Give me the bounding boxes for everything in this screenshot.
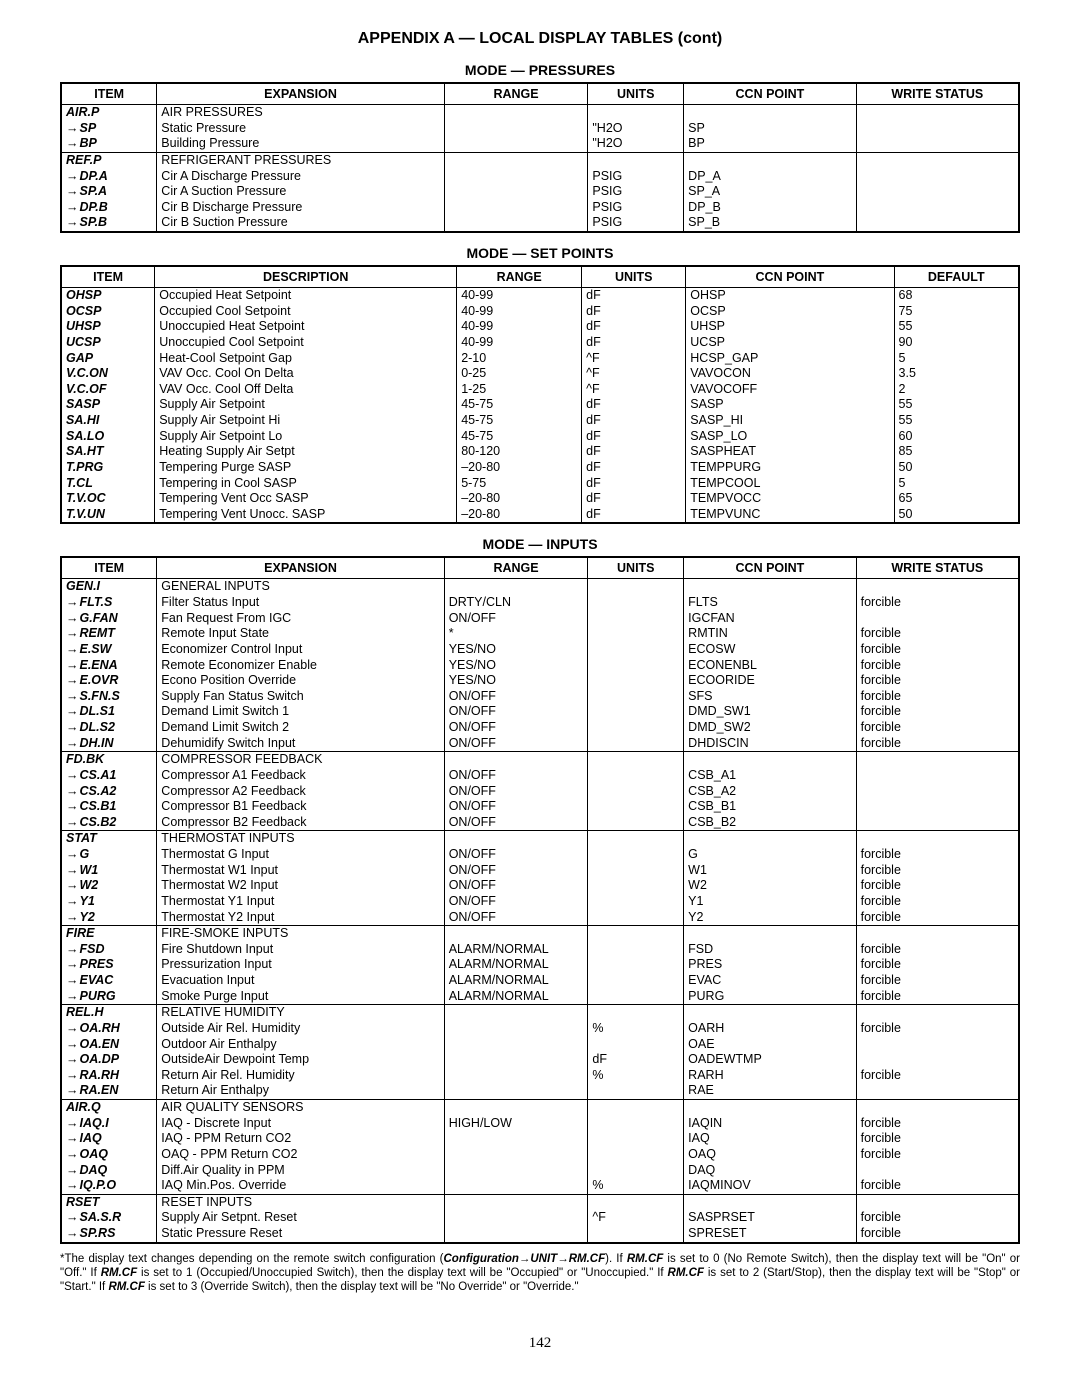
table-row: Y2Thermostat Y2 InputON/OFFY2forcible (61, 910, 1019, 926)
table-row: DL.S1Demand Limit Switch 1ON/OFFDMD_SW1f… (61, 704, 1019, 720)
footnote: *The display text changes depending on t… (60, 1252, 1020, 1295)
table-row: DH.INDehumidify Switch InputON/OFFDHDISC… (61, 736, 1019, 752)
table-row: T.V.UNTempering Vent Unocc. SASP–20-80dF… (61, 507, 1019, 524)
table-row: AIR.QAIR QUALITY SENSORS (61, 1100, 1019, 1116)
tables-container: MODE — PRESSURESITEMEXPANSIONRANGEUNITSC… (60, 62, 1020, 1244)
mode-title: MODE — INPUTS (60, 536, 1020, 552)
table-row: SP.ACir A Suction PressurePSIGSP_A (61, 184, 1019, 200)
table-row: REL.HRELATIVE HUMIDITY (61, 1005, 1019, 1021)
table-row: CS.B2Compressor B2 FeedbackON/OFFCSB_B2 (61, 815, 1019, 831)
table-row: IQ.P.OIAQ Min.Pos. Override%IAQMINOVforc… (61, 1178, 1019, 1194)
table-row: SASPSupply Air Setpoint45-75dFSASP55 (61, 397, 1019, 413)
table-row: CS.B1Compressor B1 FeedbackON/OFFCSB_B1 (61, 799, 1019, 815)
col-header: RANGE (444, 83, 588, 105)
table-row: IAQIAQ - PPM Return CO2IAQforcible (61, 1131, 1019, 1147)
col-header: ITEM (61, 83, 157, 105)
page-number: 142 (60, 1335, 1020, 1352)
table-row: AIR.PAIR PRESSURES (61, 105, 1019, 121)
table-row: RA.RHReturn Air Rel. Humidity%RARHforcib… (61, 1068, 1019, 1084)
table-row: RSETRESET INPUTS (61, 1194, 1019, 1210)
table-row: SP.BCir B Suction PressurePSIGSP_B (61, 215, 1019, 232)
table-row: G.FANFan Request From IGCON/OFFIGCFAN (61, 611, 1019, 627)
data-table: ITEMEXPANSIONRANGEUNITSCCN POINTWRITE ST… (60, 556, 1020, 1243)
table-row: GEN.IGENERAL INPUTS (61, 579, 1019, 595)
table-row: UCSPUnoccupied Cool Setpoint40-99dFUCSP9… (61, 335, 1019, 351)
mode-title: MODE — PRESSURES (60, 62, 1020, 78)
table-row: SPStatic Pressure"H2OSP (61, 121, 1019, 137)
table-row: IAQ.IIAQ - Discrete InputHIGH/LOWIAQINfo… (61, 1116, 1019, 1132)
table-row: E.SWEconomizer Control InputYES/NOECOSWf… (61, 642, 1019, 658)
table-row: DP.BCir B Discharge PressurePSIGDP_B (61, 200, 1019, 216)
col-header: RANGE (444, 557, 588, 579)
table-row: REMTRemote Input State*RMTINforcible (61, 626, 1019, 642)
table-row: PRESPressurization InputALARM/NORMALPRES… (61, 957, 1019, 973)
data-table: ITEMEXPANSIONRANGEUNITSCCN POINTWRITE ST… (60, 82, 1020, 233)
table-row: DL.S2Demand Limit Switch 2ON/OFFDMD_SW2f… (61, 720, 1019, 736)
col-header: EXPANSION (157, 557, 444, 579)
table-row: V.C.OFVAV Occ. Cool Off Delta1-25^FVAVOC… (61, 382, 1019, 398)
table-row: DAQDiff.Air Quality in PPMDAQ (61, 1163, 1019, 1179)
table-row: GThermostat G InputON/OFFGforcible (61, 847, 1019, 863)
table-row: W2Thermostat W2 InputON/OFFW2forcible (61, 878, 1019, 894)
table-row: T.CLTempering in Cool SASP5-75dFTEMPCOOL… (61, 476, 1019, 492)
table-row: OAQOAQ - PPM Return CO2OAQforcible (61, 1147, 1019, 1163)
col-header: DEFAULT (894, 266, 1019, 288)
col-header: CCN POINT (684, 83, 856, 105)
table-row: S.FN.SSupply Fan Status SwitchON/OFFSFSf… (61, 689, 1019, 705)
col-header: WRITE STATUS (856, 557, 1019, 579)
col-header: UNITS (582, 266, 686, 288)
table-row: SA.S.RSupply Air Setpnt. Reset^FSASPRSET… (61, 1210, 1019, 1226)
mode-title: MODE — SET POINTS (60, 245, 1020, 261)
page-title: APPENDIX A — LOCAL DISPLAY TABLES (cont) (60, 30, 1020, 48)
table-row: SA.HISupply Air Setpoint Hi45-75dFSASP_H… (61, 413, 1019, 429)
col-header: EXPANSION (157, 83, 444, 105)
table-row: Y1Thermostat Y1 InputON/OFFY1forcible (61, 894, 1019, 910)
table-row: OA.ENOutdoor Air EnthalpyOAE (61, 1037, 1019, 1053)
table-row: W1Thermostat W1 InputON/OFFW1forcible (61, 863, 1019, 879)
table-row: RA.ENReturn Air EnthalpyRAE (61, 1083, 1019, 1099)
table-row: OA.DPOutsideAir Dewpoint TempdFOADEWTMP (61, 1052, 1019, 1068)
data-table: ITEMDESCRIPTIONRANGEUNITSCCN POINTDEFAUL… (60, 265, 1020, 524)
table-row: CS.A2Compressor A2 FeedbackON/OFFCSB_A2 (61, 784, 1019, 800)
table-row: CS.A1Compressor A1 FeedbackON/OFFCSB_A1 (61, 768, 1019, 784)
col-header: RANGE (457, 266, 582, 288)
col-header: UNITS (588, 557, 684, 579)
table-row: FIREFIRE-SMOKE INPUTS (61, 926, 1019, 942)
table-row: OHSPOccupied Heat Setpoint40-99dFOHSP68 (61, 288, 1019, 304)
table-row: OA.RHOutside Air Rel. Humidity%OARHforci… (61, 1021, 1019, 1037)
col-header: UNITS (588, 83, 684, 105)
table-row: EVACEvacuation InputALARM/NORMALEVACforc… (61, 973, 1019, 989)
table-row: FD.BKCOMPRESSOR FEEDBACK (61, 752, 1019, 768)
table-row: GAPHeat-Cool Setpoint Gap2-10^FHCSP_GAP5 (61, 351, 1019, 367)
table-row: DP.ACir A Discharge PressurePSIGDP_A (61, 169, 1019, 185)
table-row: SA.HTHeating Supply Air Setpt80-120dFSAS… (61, 444, 1019, 460)
col-header: WRITE STATUS (856, 83, 1019, 105)
table-row: REF.PREFRIGERANT PRESSURES (61, 152, 1019, 168)
col-header: ITEM (61, 266, 155, 288)
table-row: BPBuilding Pressure"H2OBP (61, 136, 1019, 152)
col-header: DESCRIPTION (155, 266, 457, 288)
table-row: PURGSmoke Purge InputALARM/NORMALPURGfor… (61, 989, 1019, 1005)
table-row: UHSPUnoccupied Heat Setpoint40-99dFUHSP5… (61, 319, 1019, 335)
table-row: E.ENARemote Economizer EnableYES/NOECONE… (61, 658, 1019, 674)
table-row: V.C.ONVAV Occ. Cool On Delta0-25^FVAVOCO… (61, 366, 1019, 382)
table-row: STATTHERMOSTAT INPUTS (61, 831, 1019, 847)
table-row: SA.LOSupply Air Setpoint Lo45-75dFSASP_L… (61, 429, 1019, 445)
col-header: CCN POINT (686, 266, 894, 288)
table-row: T.V.OCTempering Vent Occ SASP–20-80dFTEM… (61, 491, 1019, 507)
table-row: SP.RSStatic Pressure ResetSPRESETforcibl… (61, 1226, 1019, 1243)
table-row: FSDFire Shutdown InputALARM/NORMALFSDfor… (61, 942, 1019, 958)
col-header: CCN POINT (684, 557, 856, 579)
table-row: OCSPOccupied Cool Setpoint40-99dFOCSP75 (61, 304, 1019, 320)
table-row: E.OVREcono Position OverrideYES/NOECOORI… (61, 673, 1019, 689)
col-header: ITEM (61, 557, 157, 579)
table-row: FLT.SFilter Status InputDRTY/CLNFLTSforc… (61, 595, 1019, 611)
table-row: T.PRGTempering Purge SASP–20-80dFTEMPPUR… (61, 460, 1019, 476)
